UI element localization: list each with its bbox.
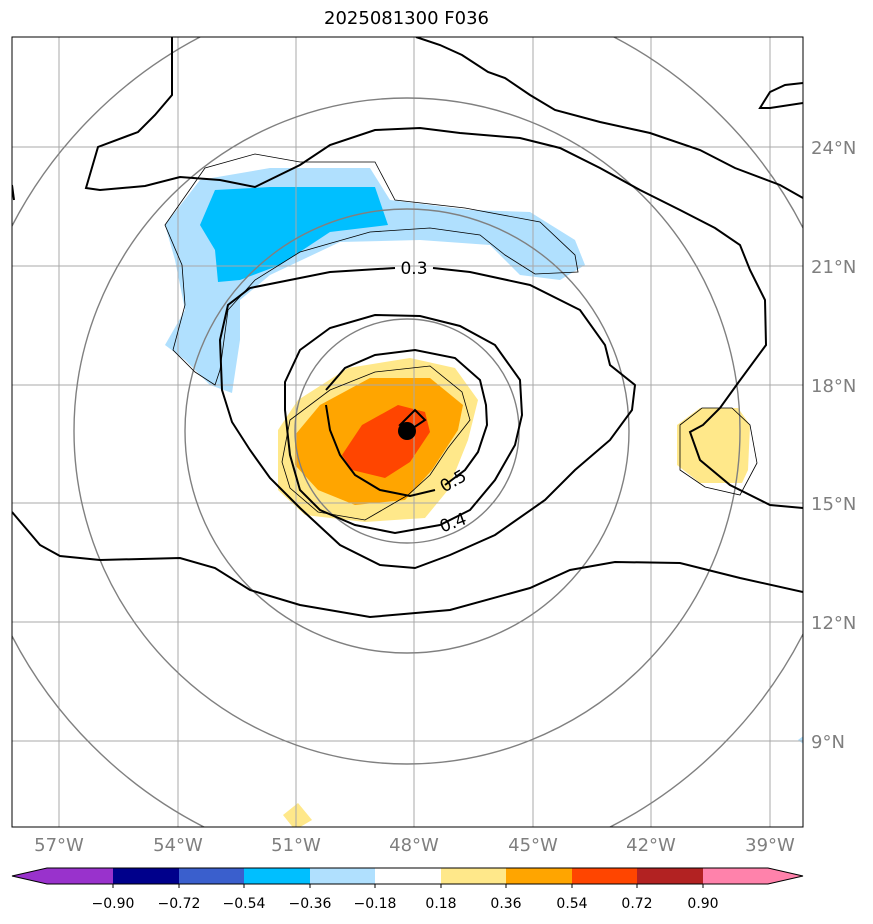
lon-label-54w: 54°W — [153, 835, 203, 856]
colorbar-tick-label: 0.54 — [556, 896, 587, 912]
contour-label-0-3: 0.3 — [400, 259, 427, 279]
lat-label-21n: 21°N — [811, 257, 856, 278]
colorbar-extend-low — [12, 868, 47, 884]
colorbar-tick-label: 0.36 — [490, 896, 521, 912]
lat-label-12n: 12°N — [811, 613, 856, 634]
colorbar-tick-label: −0.54 — [223, 896, 266, 912]
colorbar-tick-label: −0.36 — [289, 896, 332, 912]
lon-label-48w: 48°W — [389, 835, 439, 856]
lon-label-45w: 45°W — [508, 835, 558, 856]
colorbar-tick-label: 0.90 — [687, 896, 718, 912]
range-rings — [12, 37, 803, 827]
colorbar-tick-label: −0.72 — [158, 896, 201, 912]
latitude-labels: 24°N 21°N 18°N 15°N 12°N 9°N — [811, 138, 856, 753]
colorbar-segment — [47, 868, 113, 884]
lat-label-24n: 24°N — [811, 138, 856, 159]
colorbar-tick-label: 0.72 — [621, 896, 652, 912]
lon-label-39w: 39°W — [745, 835, 795, 856]
thick-contours — [12, 37, 803, 619]
colorbar-segment — [572, 868, 637, 884]
colorbar-outline — [11, 867, 804, 885]
colorbar-tick-label: −0.90 — [92, 896, 135, 912]
colorbar-tick-label: 0.18 — [425, 896, 456, 912]
colorbar-segment — [310, 868, 375, 884]
colorbar-ticks — [112, 884, 704, 888]
colorbar-tick-label: −0.18 — [354, 896, 397, 912]
colorbar-segment — [113, 868, 179, 884]
colorbar-segment — [506, 868, 572, 884]
storm-center-marker — [398, 422, 416, 440]
colorbar-extend-high — [768, 868, 803, 884]
map-title: 2025081300 F036 — [324, 8, 489, 29]
lat-label-15n: 15°N — [811, 494, 856, 515]
lat-label-9n: 9°N — [811, 732, 845, 753]
lon-label-42w: 42°W — [626, 835, 676, 856]
longitude-labels: 57°W 54°W 51°W 48°W 45°W 42°W 39°W — [34, 835, 795, 856]
map-frame — [11, 36, 804, 828]
colorbar-segment — [703, 868, 768, 884]
positive-shading — [278, 358, 803, 827]
lat-label-18n: 18°N — [811, 376, 856, 397]
colorbar-segment — [441, 868, 506, 884]
lon-label-57w: 57°W — [34, 835, 84, 856]
lon-label-51w: 51°W — [271, 835, 321, 856]
colorbar-segment — [179, 868, 244, 884]
negative-shading — [165, 168, 585, 393]
colorbar-segment — [244, 868, 310, 884]
colorbar: −0.90 −0.72 −0.54 −0.36 −0.18 0.18 0.36 … — [11, 867, 804, 912]
colorbar-segment — [375, 868, 441, 884]
colorbar-segment — [637, 868, 703, 884]
